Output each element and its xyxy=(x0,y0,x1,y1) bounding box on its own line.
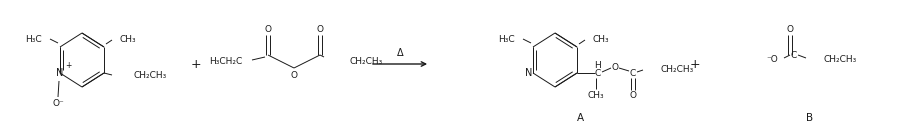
Text: Δ: Δ xyxy=(397,48,403,58)
Text: +: + xyxy=(65,62,72,71)
Text: O⁻: O⁻ xyxy=(52,99,64,107)
Text: O: O xyxy=(612,63,618,72)
Text: O: O xyxy=(316,26,324,34)
Text: C: C xyxy=(630,68,636,78)
Text: CH₂CH₃: CH₂CH₃ xyxy=(134,71,167,80)
Text: CH₂CH₃: CH₂CH₃ xyxy=(824,55,857,64)
Text: O: O xyxy=(291,71,297,80)
Text: +: + xyxy=(690,58,701,71)
Text: H: H xyxy=(594,61,602,70)
Text: H₃CH₂C: H₃CH₂C xyxy=(209,57,242,66)
Text: N: N xyxy=(56,68,63,78)
Text: O: O xyxy=(264,26,271,34)
Text: +: + xyxy=(191,58,202,71)
Text: H₃C: H₃C xyxy=(498,34,515,43)
Text: CH₃: CH₃ xyxy=(593,34,610,43)
Text: C: C xyxy=(790,50,797,59)
Text: A: A xyxy=(577,113,583,123)
Text: B: B xyxy=(806,113,813,123)
Text: C: C xyxy=(595,68,602,78)
Text: O: O xyxy=(787,26,793,34)
Text: CH₂CH₃: CH₂CH₃ xyxy=(350,57,383,66)
Text: CH₃: CH₃ xyxy=(588,91,604,99)
Text: N: N xyxy=(525,68,533,78)
Text: O: O xyxy=(629,91,636,99)
Text: CH₂CH₃: CH₂CH₃ xyxy=(661,64,694,74)
Text: CH₃: CH₃ xyxy=(120,34,137,43)
Text: ⁻O: ⁻O xyxy=(767,55,778,64)
Text: H₃C: H₃C xyxy=(26,34,42,43)
